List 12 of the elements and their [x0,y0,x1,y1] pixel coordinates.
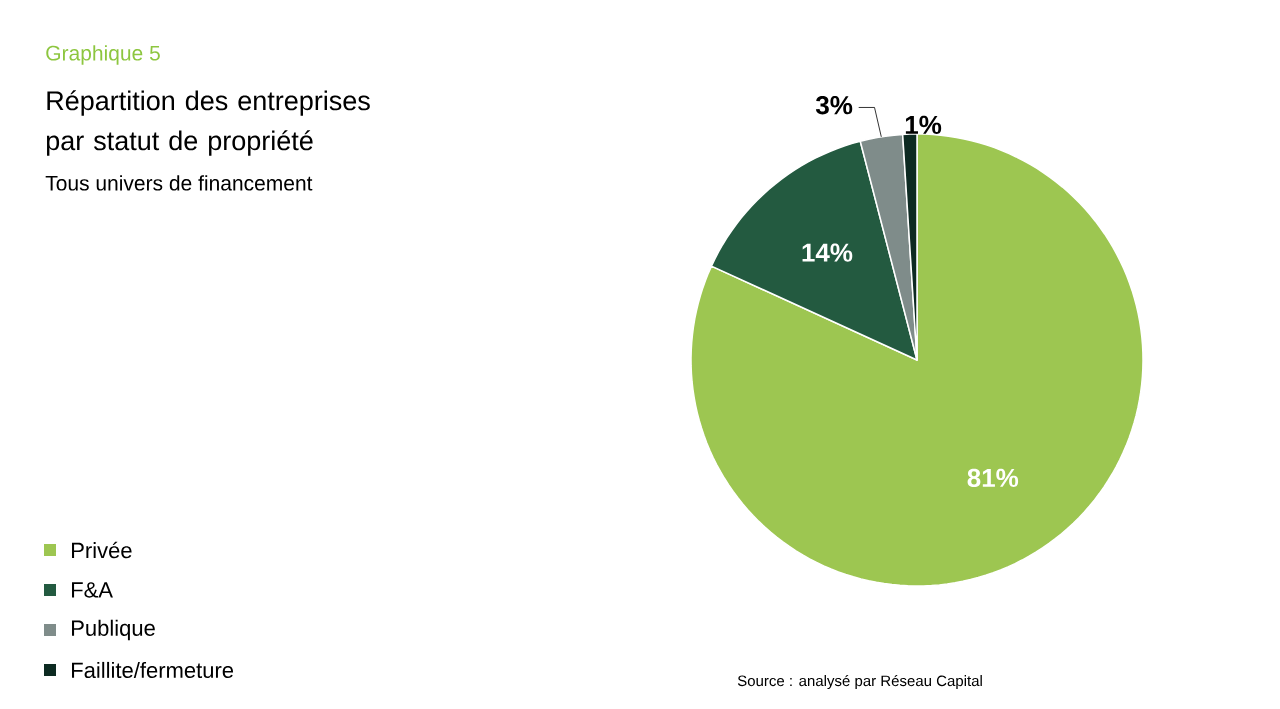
legend-label: F&A [72,582,113,598]
text: Tous univers de financement [45,175,313,191]
legend-label: Privée [72,541,132,559]
chart-title: Répartition des entreprises par statut de propriété [46,90,370,156]
data-label: 14% [802,243,853,262]
data-label: 1% [905,115,942,135]
text: Graphique 5 [46,45,160,65]
data-label: 81% [967,468,1019,488]
legend-label: Faillite/fermeture [72,661,234,679]
legend-label: Publique [72,619,155,641]
data-label: 3% [815,95,853,115]
source-note: Source : analysé par Réseau Capital [737,674,982,690]
